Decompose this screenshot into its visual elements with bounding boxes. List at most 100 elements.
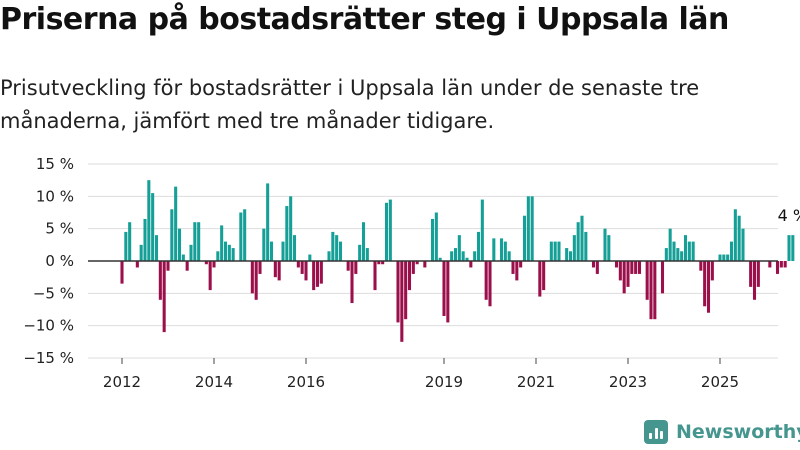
bar	[473, 251, 477, 261]
bar	[193, 222, 197, 261]
bar	[683, 235, 688, 261]
bar	[358, 244, 362, 261]
bar	[174, 186, 178, 261]
bar	[488, 261, 492, 307]
bar	[622, 261, 626, 294]
bar	[377, 261, 381, 265]
bar	[733, 209, 737, 261]
bar	[595, 261, 599, 274]
bars	[120, 180, 795, 342]
bar	[634, 261, 638, 274]
bar	[484, 261, 488, 300]
bar	[492, 238, 496, 261]
bar	[461, 251, 465, 261]
bar	[300, 261, 304, 274]
bar	[154, 235, 159, 261]
bar	[645, 261, 649, 300]
bar	[128, 222, 132, 261]
brand-name: Newsworthy	[676, 421, 800, 443]
bar	[453, 248, 458, 261]
last-value-label: 4 %	[778, 206, 800, 225]
bar	[618, 261, 622, 281]
bar	[227, 244, 231, 261]
bar	[438, 257, 442, 261]
bar	[676, 248, 680, 261]
bar	[120, 261, 124, 284]
bar	[703, 261, 707, 307]
bar	[660, 261, 665, 294]
bar	[289, 196, 293, 261]
bar	[549, 241, 553, 261]
bar	[181, 254, 185, 261]
bar	[553, 241, 557, 261]
bar	[365, 248, 369, 261]
bar	[158, 261, 162, 300]
bar	[687, 241, 691, 261]
bar	[729, 241, 734, 261]
bar	[503, 241, 507, 261]
bar	[565, 248, 569, 261]
bar	[124, 231, 128, 261]
bar	[576, 222, 580, 261]
bar	[384, 202, 389, 261]
bar	[768, 261, 772, 268]
bar	[296, 261, 300, 268]
x-tick-label: 2021	[517, 373, 555, 391]
bar	[672, 241, 676, 261]
bar	[538, 261, 542, 297]
bar	[304, 261, 308, 281]
bar	[580, 215, 584, 261]
bar	[254, 261, 258, 300]
bar	[285, 206, 289, 261]
bar	[465, 257, 469, 261]
bar	[434, 212, 438, 261]
bar	[511, 261, 515, 274]
bar	[783, 261, 787, 268]
bar	[630, 261, 634, 274]
bar	[637, 261, 642, 274]
bar	[338, 241, 343, 261]
bar	[135, 261, 139, 268]
bar	[212, 261, 216, 268]
bar	[680, 251, 684, 261]
bar	[250, 261, 254, 294]
y-tick-label: −15 %	[23, 349, 74, 367]
bar	[281, 241, 285, 261]
bar	[603, 228, 607, 261]
bar	[446, 261, 450, 323]
bar	[542, 261, 546, 291]
x-tick-label: 2016	[287, 373, 325, 391]
bar	[423, 261, 427, 268]
y-tick-label: −10 %	[23, 317, 74, 335]
bar	[752, 261, 757, 300]
bar	[664, 248, 668, 261]
bar	[450, 251, 454, 261]
bar	[404, 261, 408, 320]
bar	[266, 183, 270, 261]
bar	[726, 254, 730, 261]
bar	[170, 209, 174, 261]
x-tick-label: 2025	[701, 373, 739, 391]
bar	[591, 261, 596, 268]
bar	[185, 261, 189, 271]
bar	[197, 222, 201, 261]
bar	[557, 241, 561, 261]
bar	[775, 261, 780, 274]
bar	[373, 261, 377, 291]
bar	[469, 261, 473, 268]
bar	[139, 244, 143, 261]
bar	[515, 261, 519, 281]
bar	[346, 261, 350, 271]
grid-lines	[88, 163, 778, 359]
bar	[335, 235, 339, 261]
y-tick-label: 5 %	[45, 220, 74, 238]
bar	[243, 209, 247, 261]
bar	[400, 261, 404, 342]
bar	[626, 261, 630, 287]
bar	[312, 261, 316, 291]
bar	[442, 261, 446, 316]
bar	[388, 199, 392, 261]
bar	[526, 196, 530, 261]
bar	[584, 231, 588, 261]
